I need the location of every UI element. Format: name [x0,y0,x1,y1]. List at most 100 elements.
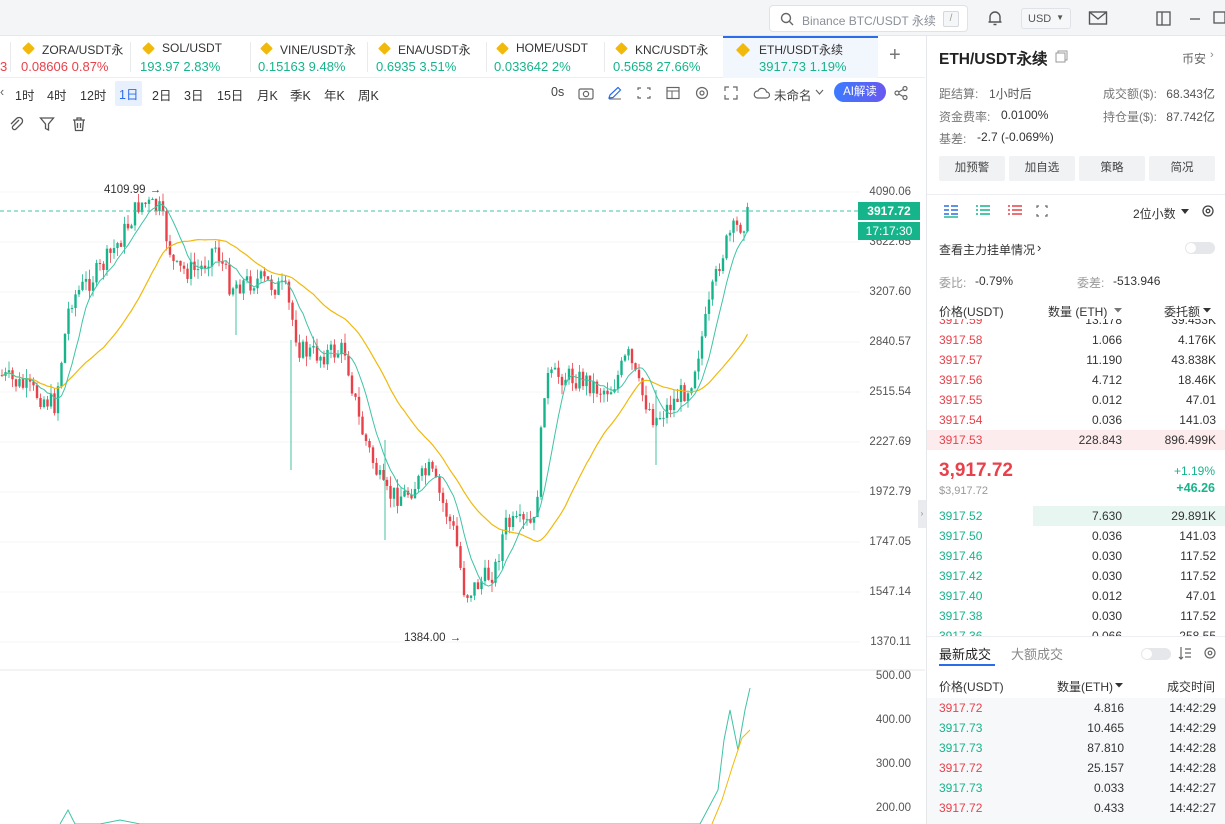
overview-button[interactable]: 简况 [1149,156,1215,181]
caret-down-icon[interactable] [1181,209,1189,215]
interval-1h[interactable]: 1时 [15,89,35,103]
bid-row[interactable]: 3917.52 7.630 29.891K [939,509,1216,523]
candle-body [413,488,417,499]
add-alert-button[interactable]: 加预警 [939,156,1005,181]
interval-2d[interactable]: 2日 [152,89,172,103]
interval-week[interactable]: 周K [358,89,379,103]
settings-icon[interactable] [694,85,710,101]
mail-icon[interactable] [1088,9,1108,27]
ask-row[interactable]: 3917.56 4.712 18.46K [939,373,1216,387]
volume-value: 68.343亿 [1166,87,1215,101]
candle-body [126,223,130,229]
orderbook-asks-icon[interactable] [1007,204,1023,218]
axis-tick: 2840.57 [869,336,911,348]
chevron-down-icon[interactable] [815,89,824,96]
tab-latest-trades[interactable]: 最新成交 [939,647,992,662]
ticker-tab-zora[interactable]: ZORA/USDT永 0.08606 0.87% [18,36,130,78]
settings-icon[interactable] [1203,646,1217,660]
interval-15d[interactable]: 15日 [217,89,244,103]
bid-row[interactable]: 3917.50 0.036 141.03 [939,529,1216,543]
camera-icon[interactable] [578,86,594,100]
ticker-tab-ena[interactable]: ENA/USDT永 0.6935 3.51% [374,36,486,78]
add-tab-icon[interactable]: + [889,44,901,66]
orderbook-bids-icon[interactable] [975,204,991,218]
ob-header-qty[interactable]: 数量 (ETH) [1048,305,1108,319]
tab-divider [367,42,368,72]
minimize-icon[interactable] [1186,9,1204,27]
ai-analysis-button[interactable]: AI解读 [834,82,886,102]
trades-list: 3917.72 4.816 14:42:29 3917.73 10.465 14:42:… [927,698,1225,824]
trades-filter-toggle[interactable] [1141,648,1171,660]
bid-row[interactable]: 3917.38 0.030 117.52 [939,609,1216,623]
interval-month[interactable]: 月K [257,89,278,103]
attach-icon[interactable] [8,116,24,132]
axis-tick: 1547.14 [869,586,911,598]
template-icon[interactable] [665,86,681,100]
strategy-button[interactable]: 策略 [1079,156,1145,181]
ask-row[interactable]: 3917.53 228.843 896.499K [927,430,1225,450]
refresh-timer[interactable]: 0s [551,85,565,99]
bell-icon[interactable] [986,9,1004,27]
copy-icon[interactable] [1055,50,1068,63]
candle-body [490,579,494,583]
maximize-icon[interactable] [1212,9,1225,27]
interval-12h[interactable]: 12时 [80,89,107,103]
ticker-tab-knc[interactable]: KNC/USDT永 0.5658 27.66% [611,36,723,78]
ob-header-price: 价格(USDT) [939,305,1004,319]
candle-body [711,281,714,300]
candle-body [641,378,644,396]
interval-1d[interactable]: 1日 [115,81,143,106]
orderbook-both-icon[interactable] [943,204,959,218]
candle-body [312,345,315,348]
decimal-select[interactable]: 2位小数 [1133,207,1176,221]
layout-name[interactable]: 未命名 [774,89,812,103]
cloud-icon[interactable] [753,86,771,100]
interval-quarter[interactable]: 季K [290,89,311,103]
bid-row[interactable]: 3917.40 0.012 47.01 [939,589,1216,603]
ob-header-amount[interactable]: 委托额 [1164,305,1201,319]
bid-row[interactable]: 3917.46 0.030 117.52 [939,549,1216,563]
add-watchlist-button[interactable]: 加自选 [1009,156,1075,181]
fullscreen-select-icon[interactable] [636,86,652,100]
trash-icon[interactable] [71,116,87,132]
expand-icon[interactable] [723,85,739,101]
ticker-tab-sol[interactable]: SOL/USDT 193.97 2.83% [138,36,250,78]
exchange-label[interactable]: 币安 [1182,52,1207,66]
price-chart[interactable]: 4109.99 → 1384.00 → [0,140,925,824]
ticker-tab-home[interactable]: HOME/USDT 0.033642 2% [492,36,604,78]
search-input[interactable]: Binance BTC/USDT 永续 / [769,5,968,32]
ask-row[interactable]: 3917.54 0.036 141.03 [939,413,1216,427]
interval-3d[interactable]: 3日 [184,89,204,103]
candle-body [501,534,504,561]
main-orders-toggle[interactable] [1185,242,1215,254]
ticker-tab-cut[interactable]: 3 [0,36,10,78]
settings-icon[interactable] [1201,204,1215,218]
interval-year[interactable]: 年K [324,89,345,103]
ticker-tab-eth[interactable]: ETH/USDT永续 3917.73 1.19% [723,36,878,78]
trades-header-qty[interactable]: 数量(ETH) [1057,680,1113,694]
candle-body [91,282,95,291]
ask-row[interactable]: 3917.58 1.066 4.176K [939,333,1216,347]
interval-4h[interactable]: 4时 [47,89,67,103]
collapse-panel-handle[interactable]: › [918,500,926,528]
depth-icon[interactable] [1035,204,1049,218]
currency-label: USD [1028,13,1052,25]
list-filter-icon[interactable] [1178,646,1192,660]
tab-large-trades[interactable]: 大额成交 [1011,647,1064,662]
interval-prev-icon[interactable]: ‹ [0,85,5,99]
ask-row[interactable]: 3917.57 11.190 43.838K [939,353,1216,367]
ask-row[interactable]: 3917.55 0.012 47.01 [939,393,1216,407]
filter-icon[interactable] [39,116,55,132]
main-orders-label[interactable]: 查看主力挂单情况 [939,243,1036,257]
window-restore-icon[interactable] [1155,9,1173,27]
candle-body [669,404,672,411]
pencil-icon[interactable] [607,86,623,100]
ticker-name: ENA/USDT永 [398,43,471,57]
candle-body [315,345,319,361]
share-icon[interactable] [893,85,909,101]
currency-select[interactable]: USD ▼ [1021,8,1071,29]
ticker-tab-vine[interactable]: VINE/USDT永 0.15163 9.48% [256,36,368,78]
binance-icon [735,42,751,58]
bid-row[interactable]: 3917.42 0.030 117.52 [939,569,1216,583]
search-shortcut: / [943,11,959,27]
